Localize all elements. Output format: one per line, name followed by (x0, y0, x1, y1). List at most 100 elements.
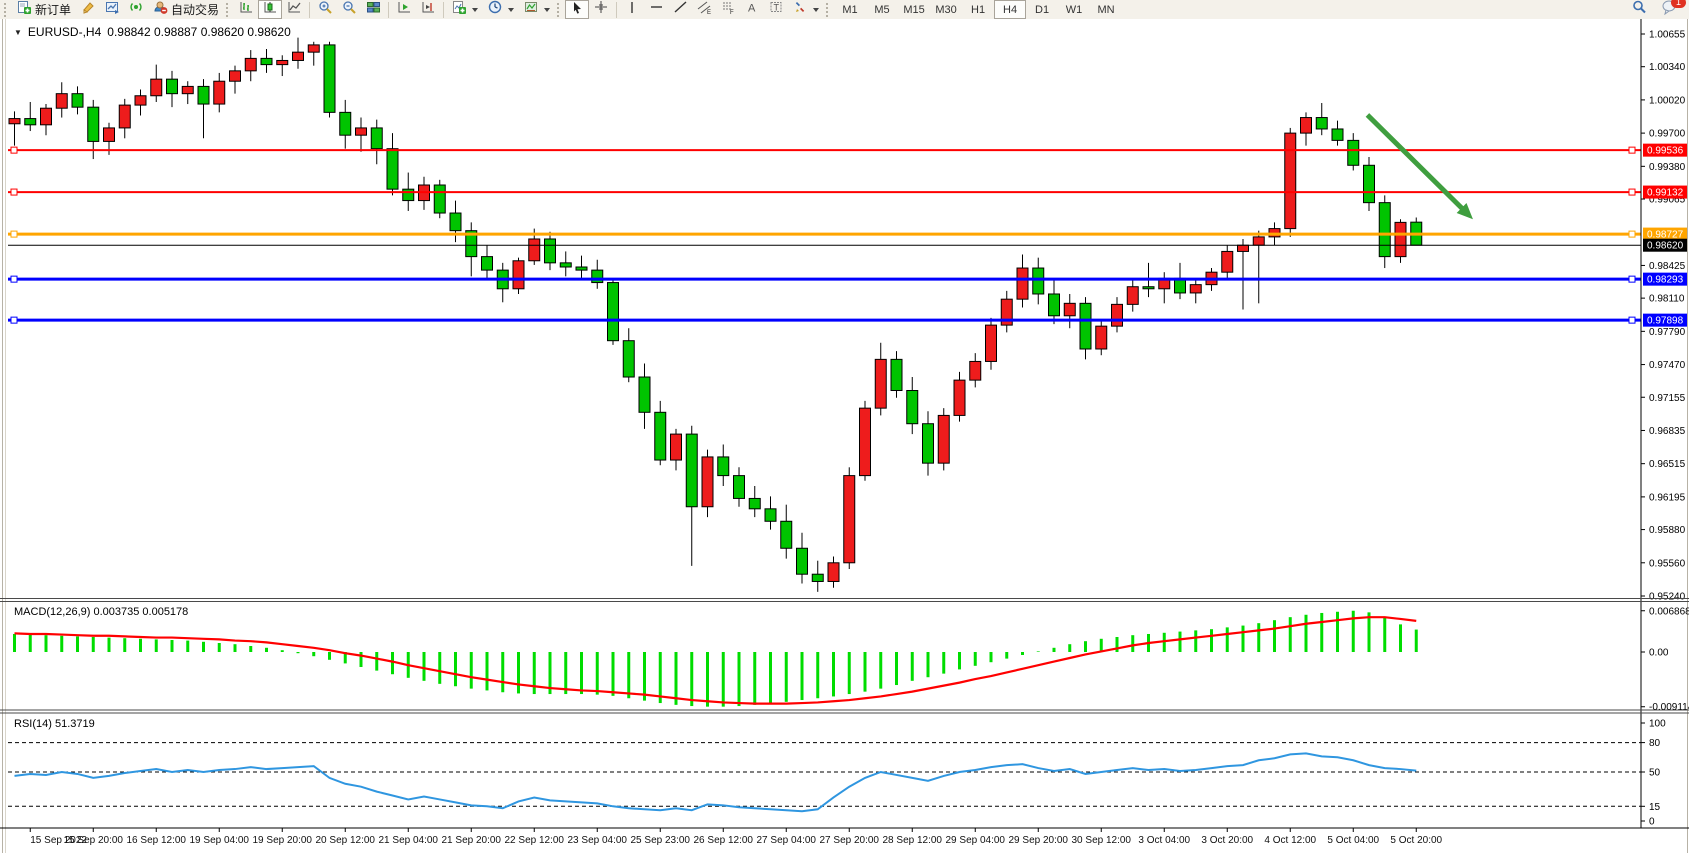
price-axis-label: 0.95560 (1649, 558, 1686, 569)
time-axis-label: 15 Sep 2022 (30, 835, 87, 846)
timeframe-D1[interactable]: D1 (1035, 3, 1050, 16)
candle-body-up (1300, 117, 1312, 134)
autotrading-label: 自动交易 (171, 3, 220, 17)
equidistant-channel-tool[interactable]: E (692, 0, 716, 19)
timeframe-M15[interactable]: M15 (903, 3, 925, 16)
candle-body-up (276, 59, 289, 66)
horizontal-line-tool[interactable] (644, 0, 668, 19)
line-handle[interactable] (10, 146, 18, 154)
crosshair-button[interactable] (589, 0, 613, 19)
auto-scroll-button[interactable] (392, 0, 416, 19)
timeframe-H4[interactable]: H4 (994, 0, 1027, 19)
vertical-line-tool[interactable] (620, 0, 644, 19)
candlestick-mode-button[interactable] (258, 0, 283, 20)
highlighter-icon (81, 0, 96, 20)
candle-body-down (166, 78, 178, 95)
timeframe-H1[interactable]: H1 (971, 3, 986, 16)
price-axis-label: 0.97470 (1649, 360, 1686, 371)
cursor-button[interactable] (565, 0, 590, 19)
candle-body-down (1363, 164, 1375, 204)
line-handle[interactable] (1628, 275, 1636, 283)
line-handle[interactable] (1628, 316, 1636, 324)
candle-body-up (937, 414, 950, 464)
trend-arrow-head[interactable] (1456, 203, 1473, 220)
signal-button[interactable] (124, 0, 148, 19)
search-button[interactable] (1627, 0, 1651, 19)
price-tag (1643, 238, 1687, 252)
templates-button[interactable] (519, 0, 555, 19)
price-tag-label: 0.98620 (1647, 241, 1684, 252)
periods-button[interactable] (483, 0, 519, 19)
zoom-out-button[interactable] (337, 0, 361, 19)
candle-body-down (197, 85, 210, 105)
price-tag-label: 0.99132 (1647, 188, 1684, 199)
timeframe-M5[interactable]: M5 (874, 3, 890, 16)
candlestick-icon (263, 0, 278, 20)
candle-body-down (638, 376, 651, 413)
toolbar-grip (557, 2, 562, 17)
timeframe-W1[interactable]: W1 (1065, 3, 1083, 16)
chart-shift-button[interactable] (416, 0, 440, 19)
svg-text:A: A (748, 2, 756, 14)
toolbar-grip (826, 2, 831, 17)
tile-windows-button[interactable] (361, 0, 385, 19)
candle-body-up (701, 456, 714, 508)
bar-chart-mode-button[interactable] (234, 0, 258, 19)
toolbar-separator (309, 1, 311, 18)
line-handle[interactable] (1628, 188, 1636, 196)
candle-body-down (24, 118, 37, 126)
crosshair-icon (594, 0, 609, 20)
time-axis-label: 22 Sep 12:00 (505, 835, 565, 846)
new-order-button[interactable]: 新订单 (12, 0, 76, 19)
autotrading-button[interactable]: 自动交易 (148, 0, 224, 19)
line-handle[interactable] (10, 275, 18, 283)
macd-axis-label: -0.009114 (1649, 702, 1689, 713)
channel-icon: E (697, 0, 712, 20)
candle-body-up (1000, 298, 1013, 326)
candle-body-up (1221, 250, 1234, 273)
zoom-in-button[interactable] (313, 0, 337, 19)
rsi-indicator-label: RSI(14) 51.3719 (14, 718, 95, 730)
candle-body-up (40, 107, 52, 126)
candle-body-up (307, 44, 320, 53)
candle-body-up (134, 95, 147, 106)
line-handle[interactable] (10, 230, 18, 238)
trend-arrow[interactable] (1365, 113, 1467, 214)
fibonacci-tool[interactable]: F (716, 0, 740, 19)
new-chart-button[interactable] (100, 0, 124, 19)
timeframe-M30[interactable]: M30 (935, 3, 957, 16)
toolbar-separator (616, 1, 618, 18)
candle-body-up (512, 260, 525, 290)
window-menu-icon[interactable]: ▼ (14, 27, 22, 37)
candle-body-down (796, 547, 808, 575)
candle-body-down (717, 456, 730, 477)
text-label-tool[interactable]: T (764, 0, 788, 19)
timeframe-MN[interactable]: MN (1097, 3, 1115, 16)
indicators-button[interactable] (447, 0, 483, 19)
line-handle[interactable] (1628, 146, 1636, 154)
candle-body-up (969, 360, 982, 381)
timeframe-M1[interactable]: M1 (842, 3, 858, 16)
candle-body-up (1126, 286, 1139, 305)
text-tool[interactable]: A (740, 0, 764, 19)
svg-text:F: F (730, 10, 734, 15)
candle-body-up (670, 433, 682, 461)
time-axis-label: 23 Sep 04:00 (568, 835, 628, 846)
tile-windows-icon (366, 0, 381, 20)
notifications-button[interactable]: 1 (1657, 0, 1686, 19)
price-axis-label: 0.98425 (1649, 261, 1686, 272)
line-handle[interactable] (10, 188, 18, 196)
line-handle[interactable] (1628, 230, 1636, 238)
candle-body-down (811, 573, 824, 582)
highlighter-button[interactable] (76, 0, 100, 19)
candle-body-down (433, 184, 446, 214)
chart-canvas[interactable]: 1.00655 1.00340 1.00020 0.99700 0.99380 0.990… (0, 19, 1689, 853)
caret-down-icon (813, 7, 820, 12)
line-chart-mode-button[interactable] (282, 0, 306, 19)
arrows-tool[interactable] (788, 0, 824, 19)
candle-body-down (733, 475, 745, 499)
line-handle[interactable] (10, 316, 18, 324)
trendline-tool[interactable] (668, 0, 692, 19)
rsi-axis-label: 15 (1649, 802, 1661, 813)
price-axis-label: 0.95240 (1649, 592, 1686, 603)
